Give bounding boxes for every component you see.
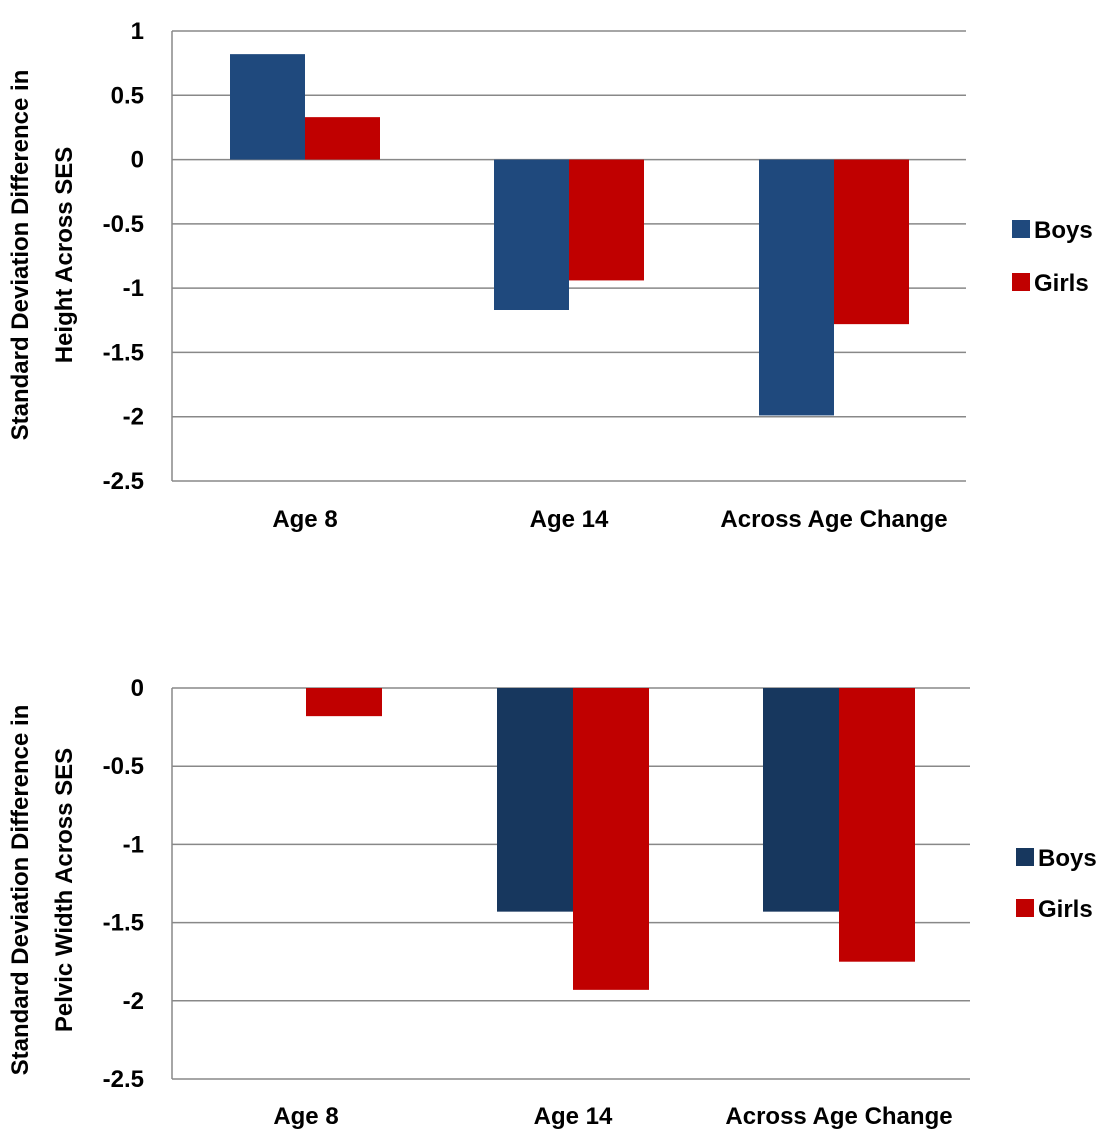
- y-tick-label: -2: [123, 404, 144, 431]
- y-tick-label: 0: [131, 147, 144, 174]
- x-tick-label: Age 14: [530, 506, 609, 533]
- bar-girls-2: [569, 159, 644, 281]
- x-tick-label: Age 8: [272, 506, 337, 533]
- y-tick-label: 0: [131, 675, 144, 702]
- legend-swatch-girls: [1012, 273, 1030, 291]
- legend-label-girls: Girls: [1038, 896, 1093, 923]
- y-tick-label: -1.5: [103, 910, 144, 937]
- y-tick-label: -1: [123, 275, 144, 302]
- legend-label-boys: Boys: [1034, 217, 1093, 244]
- legend-swatch-boys: [1016, 848, 1034, 866]
- bar-girls-1: [306, 688, 382, 717]
- legend-label-girls: Girls: [1034, 270, 1089, 297]
- y-tick-label: -0.5: [103, 211, 144, 238]
- y-axis-label: Standard Deviation Difference in: [7, 70, 34, 441]
- y-tick-label: -2.5: [103, 1066, 144, 1093]
- y-axis-label: Standard Deviation Difference in: [7, 705, 34, 1076]
- y-tick-label: -2.5: [103, 468, 144, 495]
- x-tick-label: Across Age Change: [720, 506, 947, 533]
- legend-label-boys: Boys: [1038, 845, 1097, 872]
- bar-boys-3: [763, 688, 839, 912]
- legend-swatch-boys: [1012, 220, 1030, 238]
- y-tick-label: -2: [123, 988, 144, 1015]
- y-tick-label: -1.5: [103, 339, 144, 366]
- y-tick-label: -0.5: [103, 753, 144, 780]
- bar-girls-2: [573, 688, 649, 990]
- y-axis-label: Height Across SES: [51, 147, 78, 364]
- y-axis-label: Pelvic Width Across SES: [51, 748, 78, 1032]
- bar-girls-3: [834, 159, 909, 325]
- y-tick-label: -1: [123, 831, 144, 858]
- chart-1: 1 0.5 0 -0.5 -1 -1.5 -2 -2.5 Age 8 Age 14 Across A…: [7, 18, 1093, 533]
- x-tick-label: Age 8: [273, 1103, 338, 1130]
- bar-boys-1: [230, 54, 305, 160]
- chart-2: 0 -0.5 -1 -1.5 -2 -2.5 Age 8 Age 14 Across Age C…: [7, 675, 1097, 1130]
- x-tick-label: Age 14: [534, 1103, 613, 1130]
- x-tick-label: Across Age Change: [725, 1103, 952, 1130]
- bar-boys-2: [494, 159, 569, 310]
- legend-swatch-girls: [1016, 899, 1034, 917]
- bar-girls-1: [305, 117, 380, 160]
- bar-boys-3: [759, 159, 834, 416]
- y-tick-label: 1: [131, 18, 144, 45]
- bar-girls-3: [839, 688, 915, 962]
- bar-boys-2: [497, 688, 573, 912]
- y-tick-label: 0.5: [111, 82, 144, 109]
